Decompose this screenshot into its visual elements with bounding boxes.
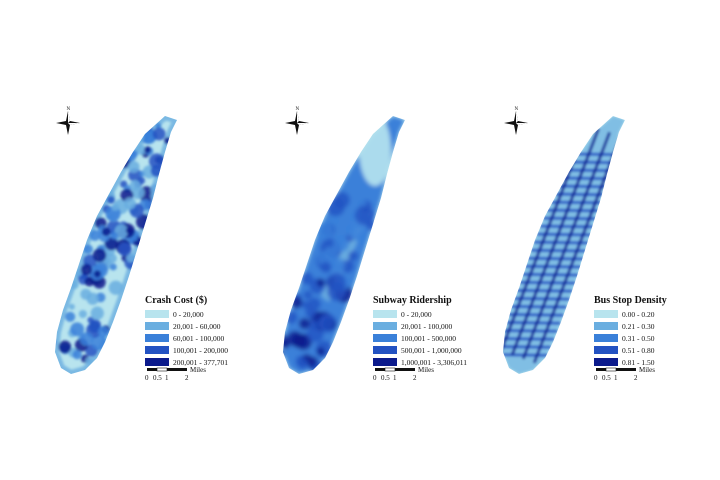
- legend-subway-ridership: Subway Ridership 0 - 20,000 20,001 - 100…: [373, 295, 467, 367]
- legend-label-1: 0 - 20,000: [173, 310, 204, 319]
- legend-label-2: 0.21 - 0.30: [622, 322, 655, 331]
- scale-unit: Miles: [418, 366, 434, 374]
- map-fill: [55, 116, 177, 374]
- scale-bar: Miles 0 0.5 1 2: [373, 366, 434, 382]
- legend-label-1: 0 - 20,000: [401, 310, 432, 319]
- scale-tick: 0: [145, 374, 149, 382]
- scale-bar: Miles 0 0.5 1 2: [594, 366, 655, 382]
- legend-label-5: 0.81 - 1.50: [622, 358, 655, 367]
- legend-swatch-5: [145, 358, 169, 366]
- map-fill: [503, 116, 625, 374]
- north-arrow: N: [285, 107, 309, 135]
- north-arrow: N: [504, 107, 528, 135]
- scale-tick: 2: [634, 374, 638, 382]
- panel-subway-ridership: N Subway Ridership 0 - 20,000 20,001 - 1…: [283, 107, 467, 382]
- panel-bus-stop-density: N Bus Stop Density 0.00 - 0.20 0.21 - 0.…: [503, 107, 667, 382]
- legend-label-4: 0.51 - 0.80: [622, 346, 655, 355]
- map-subway-ridership: [283, 116, 405, 374]
- scale-tick: 1: [165, 374, 169, 382]
- legend-label-5: 1,000,001 - 3,306,011: [401, 358, 467, 367]
- legend-label-4: 500,001 - 1,000,000: [401, 346, 462, 355]
- legend-swatch-2: [145, 322, 169, 330]
- scale-bar: Miles 0 0.5 1 2: [145, 366, 206, 382]
- legend-crash-cost: Crash Cost ($) 0 - 20,000 20,001 - 60,00…: [145, 295, 228, 367]
- legend-swatch-2: [594, 322, 618, 330]
- legend-bus-stop-density: Bus Stop Density 0.00 - 0.20 0.21 - 0.30…: [594, 295, 667, 367]
- legend-swatch-4: [373, 346, 397, 354]
- legend-title: Subway Ridership: [373, 295, 452, 306]
- legend-swatch-1: [594, 310, 618, 318]
- map-fill: [283, 116, 405, 374]
- scale-tick: 1: [393, 374, 397, 382]
- scale-tick: 2: [185, 374, 189, 382]
- legend-swatch-4: [594, 346, 618, 354]
- scale-tick: 0.5: [602, 374, 611, 382]
- scale-tick: 1: [614, 374, 618, 382]
- scale-tick: 0.5: [381, 374, 390, 382]
- north-label: N: [67, 107, 71, 112]
- scale-unit: Miles: [639, 366, 655, 374]
- legend-swatch-3: [373, 334, 397, 342]
- legend-label-3: 60,001 - 100,000: [173, 334, 224, 343]
- scale-tick: 0: [594, 374, 598, 382]
- legend-swatch-1: [373, 310, 397, 318]
- scale-tick: 0.5: [153, 374, 162, 382]
- legend-swatch-3: [594, 334, 618, 342]
- panel-crash-cost: N Crash Cost ($) 0 - 20,000 20,001 - 60,…: [55, 107, 228, 382]
- map-crash-cost: [55, 116, 177, 374]
- north-label: N: [296, 107, 300, 112]
- legend-label-2: 20,001 - 60,000: [173, 322, 221, 331]
- scale-tick: 0: [373, 374, 377, 382]
- legend-swatch-2: [373, 322, 397, 330]
- legend-swatch-3: [145, 334, 169, 342]
- legend-swatch-5: [373, 358, 397, 366]
- legend-swatch-4: [145, 346, 169, 354]
- legend-title: Crash Cost ($): [145, 295, 207, 306]
- north-arrow: N: [56, 107, 80, 135]
- legend-label-5: 200,001 - 377,701: [173, 358, 228, 367]
- legend-title: Bus Stop Density: [594, 295, 667, 306]
- legend-label-1: 0.00 - 0.20: [622, 310, 655, 319]
- scale-tick: 2: [413, 374, 417, 382]
- north-label: N: [515, 107, 519, 112]
- legend-swatch-5: [594, 358, 618, 366]
- map-bus-stop-density: [503, 116, 625, 374]
- legend-swatch-1: [145, 310, 169, 318]
- legend-label-3: 0.31 - 0.50: [622, 334, 655, 343]
- scale-unit: Miles: [190, 366, 206, 374]
- legend-label-4: 100,001 - 200,000: [173, 346, 228, 355]
- legend-label-3: 100,001 - 500,000: [401, 334, 456, 343]
- legend-label-2: 20,001 - 100,000: [401, 322, 452, 331]
